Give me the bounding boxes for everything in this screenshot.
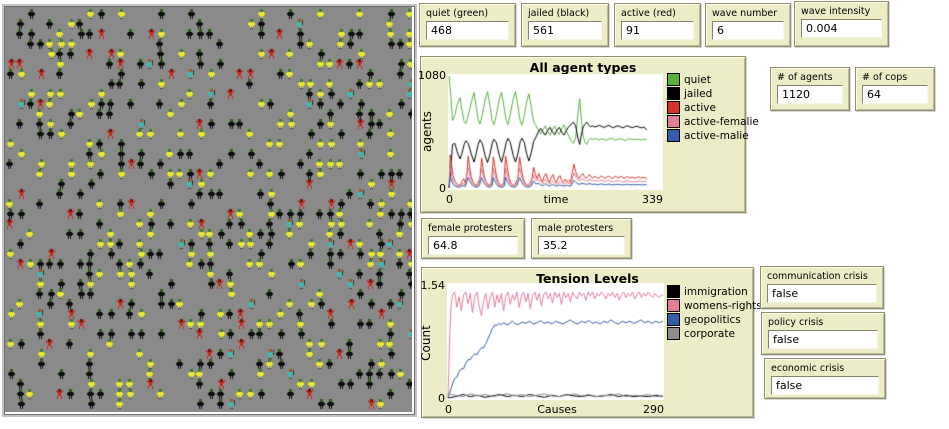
monitor-male-protesters: male protesters 35.2	[531, 218, 632, 259]
legend-swatch-geopolitics	[667, 313, 680, 326]
monitor-jailed-value: 561	[528, 21, 602, 40]
plot2-legend: immigration womens-rights geopolitics corpo…	[667, 285, 762, 340]
monitor-economic-crisis: economic crisis false	[764, 358, 886, 399]
legend-item-geopolitics: geopolitics	[667, 313, 762, 326]
monitor-num-cops: # of cops 64	[855, 67, 935, 111]
monitor-male-protesters-value: 35.2	[538, 236, 625, 255]
monitor-wave-intensity: wave intensity 0.004	[794, 1, 889, 47]
monitor-active: active (red) 91	[614, 3, 701, 47]
plot1-xmin-tick: 0	[446, 193, 453, 206]
legend-label: womens-rights	[684, 299, 762, 312]
world-view-frame	[2, 4, 417, 417]
monitor-female-protesters: female protesters 64.8	[421, 218, 525, 259]
monitor-wave-number-label: wave number	[712, 8, 778, 19]
legend-item-active: active	[667, 101, 759, 114]
legend-label: quiet	[684, 73, 711, 86]
monitor-num-agents-label: # of agents	[777, 72, 833, 83]
legend-label: geopolitics	[684, 313, 741, 326]
monitor-quiet-value: 468	[426, 21, 509, 40]
plot1-legend: quiet jailed active active-femalie active-ma…	[667, 73, 759, 142]
legend-swatch-corporate	[667, 327, 680, 340]
monitor-communication-crisis-value: false	[767, 284, 877, 303]
monitor-policy-crisis-value: false	[768, 330, 878, 349]
monitor-communication-crisis-label: communication crisis	[767, 271, 868, 282]
plot1-xlabel: time	[543, 193, 569, 206]
plot2-ymax-tick: 1.54	[420, 279, 446, 292]
monitor-num-cops-label: # of cops	[862, 72, 908, 83]
legend-item-active-femalie: active-femalie	[667, 115, 759, 128]
plot1-area	[448, 74, 663, 190]
monitor-num-agents: # of agents 1120	[770, 67, 850, 111]
legend-label: active-malie	[684, 129, 749, 142]
plot1-xmax-tick: 339	[642, 193, 663, 206]
legend-label: immigration	[684, 285, 748, 298]
legend-swatch-active	[667, 101, 680, 114]
plot2-xlabel: Causes	[537, 403, 577, 416]
monitor-num-agents-value: 1120	[777, 85, 843, 104]
plot2-area	[447, 283, 664, 400]
monitor-wave-intensity-label: wave intensity	[801, 6, 871, 17]
legend-item-jailed: jailed	[667, 87, 759, 100]
monitor-female-protesters-label: female protesters	[428, 223, 513, 234]
plot2-xmin-tick: 0	[445, 403, 452, 416]
monitor-active-value: 91	[621, 21, 694, 40]
plot2-title: Tension Levels	[536, 271, 639, 286]
legend-label: jailed	[684, 87, 713, 100]
legend-item-corporate: corporate	[667, 327, 762, 340]
monitor-wave-number: wave number 6	[705, 3, 791, 47]
legend-swatch-womens-rights	[667, 299, 680, 312]
plot2-ymin-tick: 0	[438, 392, 445, 405]
legend-swatch-active-malie	[667, 129, 680, 142]
legend-item-active-malie: active-malie	[667, 129, 759, 142]
legend-item-womens-rights: womens-rights	[667, 299, 762, 312]
monitor-jailed-label: jailed (black)	[528, 8, 590, 19]
legend-swatch-active-femalie	[667, 115, 680, 128]
plot1-ylabel: agents	[420, 111, 434, 152]
monitor-male-protesters-label: male protesters	[538, 223, 614, 234]
plot1-ymin-tick: 0	[439, 182, 446, 195]
plot1-ymax-tick: 1080	[418, 69, 446, 82]
world-view[interactable]	[5, 7, 412, 412]
plot-tension-levels: Tension Levels 1.54 0 Count 0 Causes 290…	[419, 267, 762, 418]
monitor-policy-crisis-label: policy crisis	[768, 317, 824, 328]
monitor-policy-crisis: policy crisis false	[761, 312, 885, 355]
legend-swatch-immigration	[667, 285, 680, 298]
monitor-active-label: active (red)	[621, 8, 676, 19]
plot1-title: All agent types	[529, 60, 637, 75]
plot2-xmax-tick: 290	[643, 403, 664, 416]
legend-item-quiet: quiet	[667, 73, 759, 86]
legend-label: active-femalie	[684, 115, 759, 128]
monitor-quiet-label: quiet (green)	[426, 8, 489, 19]
legend-swatch-quiet	[667, 73, 680, 86]
legend-swatch-jailed	[667, 87, 680, 100]
monitor-wave-intensity-value: 0.004	[801, 19, 882, 38]
legend-label: corporate	[684, 327, 735, 340]
plot2-ylabel: Count	[419, 325, 433, 361]
monitor-wave-number-value: 6	[712, 21, 784, 40]
monitor-quiet: quiet (green) 468	[419, 3, 516, 47]
plot-all-agent-types: All agent types 1080 0 agents 0 time 339…	[418, 56, 759, 213]
monitor-economic-crisis-value: false	[771, 376, 879, 395]
monitor-economic-crisis-label: economic crisis	[771, 363, 845, 374]
monitor-num-cops-value: 64	[862, 85, 928, 104]
monitor-communication-crisis: communication crisis false	[760, 266, 884, 309]
world-view-border	[4, 6, 415, 415]
legend-label: active	[684, 101, 716, 114]
legend-item-immigration: immigration	[667, 285, 762, 298]
monitor-jailed: jailed (black) 561	[521, 3, 609, 47]
monitor-female-protesters-value: 64.8	[428, 236, 518, 255]
